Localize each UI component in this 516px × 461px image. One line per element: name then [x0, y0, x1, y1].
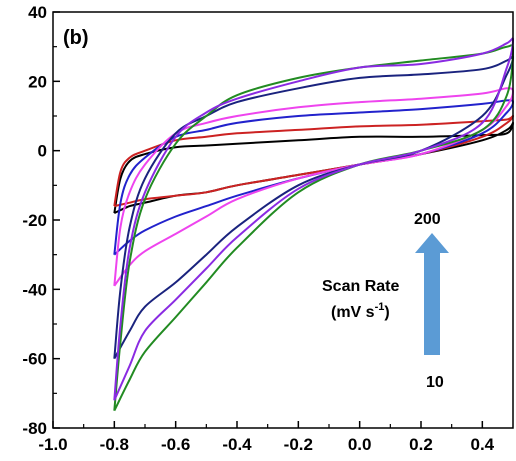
- cv-curve-7: [113, 37, 514, 401]
- x-tick-label: -1.0: [38, 435, 67, 454]
- scan-rate-arrow: [415, 233, 449, 355]
- x-tick-label: -0.4: [222, 435, 252, 454]
- y-tick-label: 0: [38, 142, 47, 161]
- scan-rate-unit: (mV s-1): [331, 301, 390, 321]
- y-tick-label: -60: [22, 350, 47, 369]
- y-tick-label: -40: [22, 280, 47, 299]
- ticks-layer: -1.0 -0.8 -0.6 -0.4 -0.2 0.0 0.2 0.4 -80 -60 -40 -2…: [22, 3, 494, 454]
- y-tick-label: 40: [28, 3, 47, 22]
- panel-label: (b): [63, 27, 89, 49]
- x-tick-label: 0.0: [348, 435, 372, 454]
- scan-rate-unit-suffix: ): [384, 304, 389, 321]
- y-tick-label: -80: [22, 419, 47, 438]
- arrow-bottom-value: 10: [426, 374, 444, 391]
- y-tick-label: -20: [22, 211, 47, 230]
- x-tick-label: -0.6: [161, 435, 190, 454]
- scan-rate-label: Scan Rate: [322, 278, 399, 295]
- scan-rate-annotation: Scan Rate (mV s-1) 200 10: [322, 211, 449, 391]
- scan-rate-unit-sup: -1: [375, 301, 385, 313]
- y-tick-label: 20: [28, 72, 47, 91]
- x-tick-label: 0.2: [409, 435, 433, 454]
- scan-rate-unit-prefix: (mV s: [331, 304, 375, 321]
- arrow-top-value: 200: [414, 211, 441, 228]
- x-tick-label: -0.2: [284, 435, 313, 454]
- x-tick-label: 0.4: [471, 435, 495, 454]
- x-tick-label: -0.8: [100, 435, 129, 454]
